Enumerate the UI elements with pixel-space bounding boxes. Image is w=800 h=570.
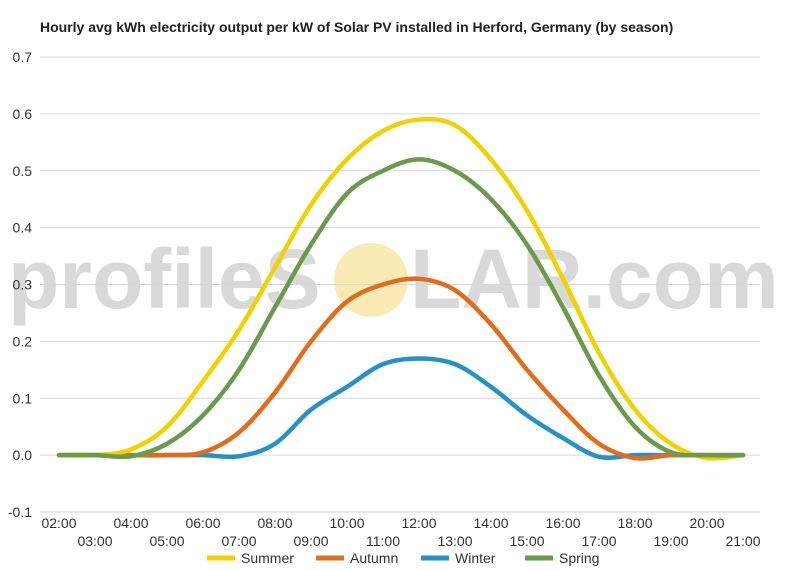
x-tick-label: 18:00 — [617, 515, 652, 531]
x-tick-label: 15:00 — [509, 533, 544, 549]
y-tick-label: 0.6 — [13, 106, 33, 122]
x-tick-label: 05:00 — [149, 533, 184, 549]
x-axis: 02:0003:0004:0005:0006:0007:0008:0009:00… — [41, 515, 760, 549]
x-tick-label: 07:00 — [221, 533, 256, 549]
series-line-spring — [56, 157, 746, 460]
x-tick-label: 17:00 — [581, 533, 616, 549]
x-tick-label: 16:00 — [545, 515, 580, 531]
series-layer — [56, 116, 746, 461]
x-tick-label: 20:00 — [689, 515, 724, 531]
gridlines — [40, 56, 760, 513]
x-tick-label: 11:00 — [366, 533, 400, 549]
legend-label-spring: Spring — [559, 550, 599, 566]
x-tick-label: 04:00 — [113, 515, 148, 531]
y-tick-label: 0.0 — [13, 447, 33, 463]
y-tick-label: 0.2 — [13, 333, 33, 349]
x-tick-label: 06:00 — [185, 515, 220, 531]
x-tick-label: 12:00 — [401, 515, 436, 531]
x-tick-label: 21:00 — [725, 533, 760, 549]
x-tick-label: 10:00 — [329, 515, 364, 531]
x-tick-label: 14:00 — [473, 515, 508, 531]
watermark-text-right: LAR.com — [410, 232, 779, 326]
series-line-autumn — [56, 276, 746, 461]
watermark: profileS LAR.com — [8, 232, 779, 326]
legend-label-summer: Summer — [241, 550, 294, 566]
y-tick-label: 0.7 — [13, 49, 33, 65]
y-tick-label: 0.3 — [13, 277, 33, 293]
legend: Summer Autumn Winter Spring — [207, 550, 599, 566]
legend-label-winter: Winter — [455, 550, 496, 566]
y-tick-label: 0.1 — [13, 390, 33, 406]
y-tick-label: 0.4 — [13, 220, 33, 236]
chart-title: Hourly avg kWh electricity output per kW… — [40, 19, 674, 35]
y-tick-label: 0.5 — [13, 163, 33, 179]
x-tick-label: 19:00 — [653, 533, 688, 549]
x-tick-label: 02:00 — [41, 515, 76, 531]
x-tick-label: 09:00 — [293, 533, 328, 549]
y-axis: -0.1 0.0 0.1 0.2 0.3 0.4 0.5 0.6 0.7 — [8, 49, 32, 520]
series-line-winter — [56, 356, 746, 461]
x-tick-label: 08:00 — [257, 515, 292, 531]
y-tick-label: -0.1 — [8, 504, 32, 520]
series-line-summer — [56, 116, 746, 461]
x-tick-label: 13:00 — [437, 533, 472, 549]
x-tick-label: 03:00 — [77, 533, 112, 549]
legend-label-autumn: Autumn — [350, 550, 398, 566]
